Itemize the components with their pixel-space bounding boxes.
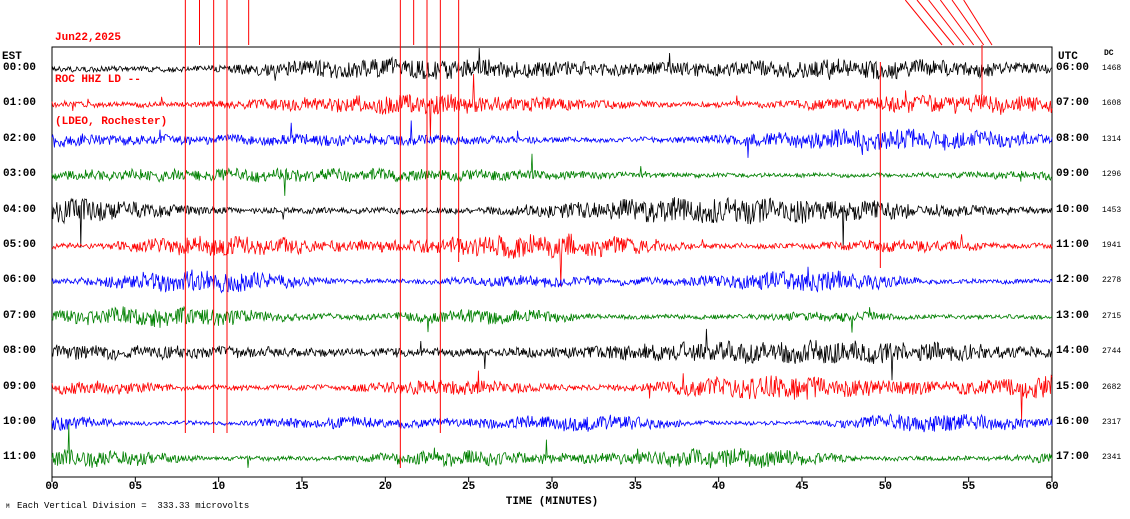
- dc-column-label: DC: [1104, 49, 1114, 58]
- utc-label-07:00: 07:00: [1056, 97, 1090, 110]
- x-tick-label-40: 40: [712, 481, 726, 493]
- event-spike-line: [939, 0, 975, 46]
- x-tick-label-55: 55: [962, 481, 976, 493]
- seismic-trace-0300: [51, 153, 1053, 196]
- seismic-trace-0900: [51, 370, 1053, 422]
- est-label-09:00: 09:00: [3, 380, 37, 393]
- corner-mark: M: [6, 503, 10, 510]
- header-date: Jun22,2025: [55, 32, 122, 44]
- utc-label-12:00: 12:00: [1056, 274, 1090, 287]
- x-tick-label-00: 00: [45, 481, 59, 493]
- est-label-07:00: 07:00: [3, 309, 37, 322]
- est-label-00:00: 00:00: [3, 62, 37, 74]
- est-label-04:00: 04:00: [3, 203, 37, 216]
- utc-label-15:00: 15:00: [1056, 380, 1090, 393]
- x-tick-label-20: 20: [378, 481, 392, 493]
- x-tick-label-10: 10: [212, 481, 226, 493]
- seismic-trace-0600: [51, 266, 1053, 294]
- header-station: ROC HHZ LD --: [55, 74, 141, 86]
- seismic-trace-0700: [51, 305, 1053, 333]
- dc-value-row-8: 2744: [1102, 347, 1122, 357]
- x-tick-label-15: 15: [295, 481, 309, 493]
- dc-value-row-9: 2682: [1102, 382, 1122, 392]
- seismic-trace-0200: [51, 120, 1053, 158]
- utc-label-08:00: 08:00: [1056, 132, 1090, 145]
- plot-frame: [51, 46, 1053, 478]
- scale-note: Each Vertical Division = 333.33 microvol…: [17, 501, 250, 511]
- event-spike-line: [904, 0, 943, 46]
- event-spike-line: [916, 0, 955, 46]
- est-label-06:00: 06:00: [3, 274, 37, 287]
- left-axis-title: EST: [2, 51, 22, 63]
- est-label-10:00: 10:00: [3, 416, 37, 428]
- x-tick-label-60: 60: [1045, 481, 1059, 493]
- dc-value-row-5: 1941: [1102, 241, 1122, 250]
- x-tick-label-30: 30: [545, 481, 559, 493]
- event-spike-line: [928, 0, 965, 46]
- plot-header: Jun22,2025 ROC HHZ LD -- (LDEO, Rocheste…: [55, 3, 167, 157]
- utc-label-16:00: 16:00: [1056, 416, 1090, 428]
- seismic-trace-0000: [51, 47, 1053, 81]
- dc-value-row-4: 1453: [1102, 205, 1122, 215]
- dc-value-row-0: 1468: [1102, 64, 1122, 73]
- x-tick-label-35: 35: [628, 481, 642, 493]
- x-tick-label-45: 45: [795, 481, 809, 493]
- dc-value-row-2: 1314: [1102, 134, 1122, 144]
- x-tick-label-05: 05: [128, 481, 142, 493]
- utc-label-09:00: 09:00: [1056, 168, 1090, 181]
- x-tick-label-25: 25: [462, 481, 476, 493]
- seismic-trace-0800: [51, 328, 1053, 381]
- seismic-trace-0100: [51, 73, 1053, 140]
- est-label-05:00: 05:00: [3, 239, 37, 251]
- dc-value-row-3: 1296: [1102, 170, 1122, 180]
- est-label-01:00: 01:00: [3, 97, 37, 110]
- dc-value-row-1: 1608: [1102, 99, 1122, 109]
- utc-label-11:00: 11:00: [1056, 239, 1090, 251]
- seismic-trace-1100: [51, 424, 1053, 469]
- seismic-trace-0400: [51, 196, 1053, 249]
- utc-label-14:00: 14:00: [1056, 345, 1090, 358]
- x-axis-label: TIME (MINUTES): [505, 496, 599, 508]
- utc-label-13:00: 13:00: [1056, 309, 1090, 322]
- dc-value-row-11: 2341: [1102, 453, 1122, 463]
- header-location: (LDEO, Rochester): [55, 116, 168, 128]
- utc-label-10:00: 10:00: [1056, 203, 1090, 216]
- x-axis-tick-labels: 00 05 10 15 20 25 30 35 40 45 50 55 60: [0, 481, 1130, 494]
- est-label-02:00: 02:00: [3, 132, 37, 145]
- est-label-11:00: 11:00: [3, 451, 37, 464]
- dc-value-row-7: 2715: [1102, 311, 1122, 321]
- dc-value-row-10: 2317: [1102, 418, 1122, 427]
- event-spike-line: [963, 0, 993, 46]
- est-label-03:00: 03:00: [3, 168, 37, 181]
- seismic-trace-1000: [51, 413, 1053, 433]
- utc-label-06:00: 06:00: [1056, 62, 1090, 74]
- x-tick-label-50: 50: [878, 481, 892, 493]
- est-label-08:00: 08:00: [3, 345, 37, 358]
- right-axis-title: UTC: [1058, 51, 1078, 63]
- dc-value-row-6: 2278: [1102, 276, 1122, 286]
- utc-label-17:00: 17:00: [1056, 451, 1090, 464]
- seismic-trace-0500: [51, 233, 1053, 287]
- event-spike-line: [951, 0, 985, 46]
